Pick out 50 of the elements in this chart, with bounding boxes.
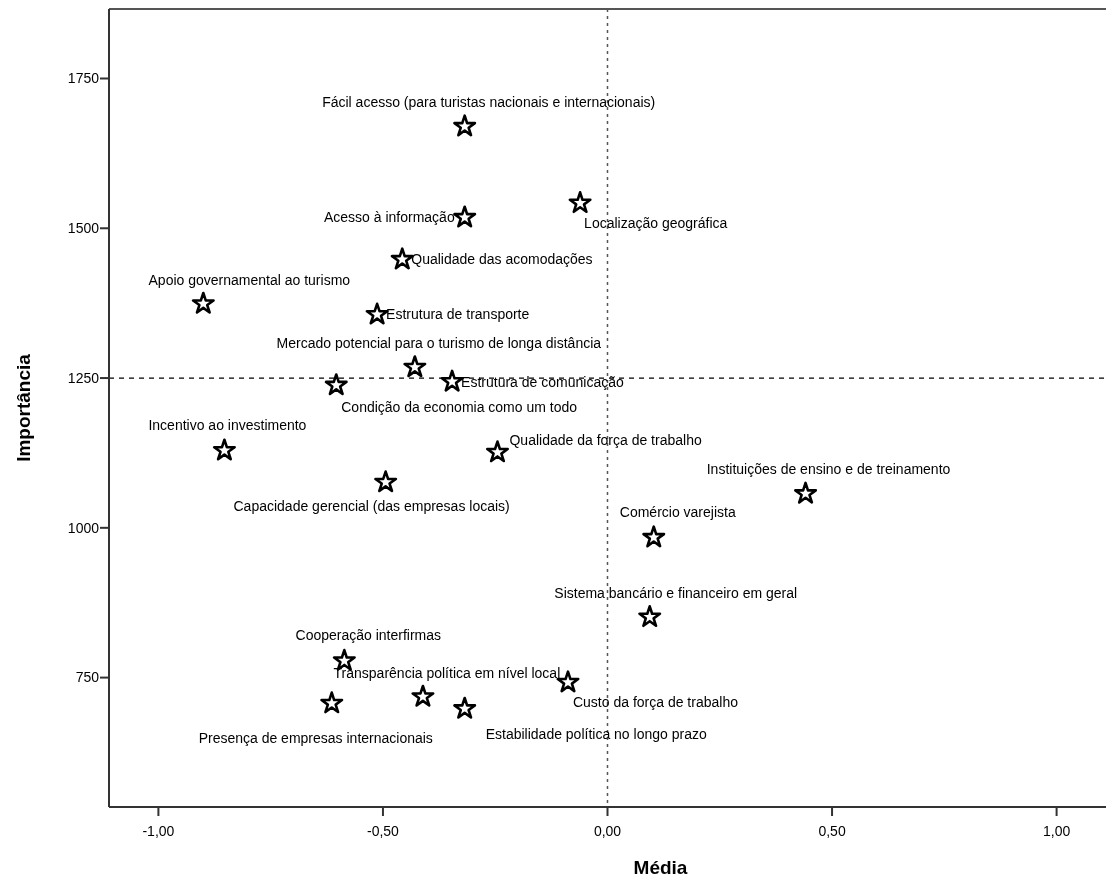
data-label: Instituições de ensino e de treinamento bbox=[706, 460, 951, 477]
point bbox=[411, 684, 435, 707]
data-label: Condição da economia como um todo bbox=[341, 399, 578, 416]
point bbox=[453, 205, 477, 228]
point bbox=[568, 191, 592, 214]
point bbox=[324, 373, 348, 396]
point bbox=[320, 691, 344, 714]
x-tick-label: 0,50 bbox=[818, 823, 846, 839]
x-tick-label: 1,00 bbox=[1042, 823, 1071, 839]
point bbox=[191, 291, 215, 314]
point bbox=[485, 440, 510, 463]
data-label: Incentivo ao investimento bbox=[148, 417, 307, 434]
data-label: Comércio varejista bbox=[619, 504, 736, 521]
data-label: Presença de empresas internacionais bbox=[198, 730, 433, 747]
data-label: Qualidade da força de trabalho bbox=[509, 432, 702, 449]
data-label: Custo da força de trabalho bbox=[572, 694, 739, 711]
point bbox=[374, 470, 398, 493]
data-label: Cooperação interfirmas bbox=[295, 626, 442, 643]
data-label: Acesso à informação bbox=[323, 209, 455, 226]
point bbox=[453, 696, 477, 719]
data-label: Qualidade das acomodações bbox=[411, 251, 593, 268]
data-label: Sistema bancário e financeiro em geral bbox=[554, 584, 798, 601]
point bbox=[453, 114, 477, 137]
point bbox=[440, 369, 464, 392]
data-label: Transparência política em nível local bbox=[333, 664, 561, 681]
point bbox=[794, 481, 818, 504]
y-tick-label: 750 bbox=[75, 669, 100, 686]
point bbox=[642, 525, 666, 548]
data-label: Fácil acesso (para turistas nacionais e internacionais) bbox=[322, 94, 656, 111]
data-label: Estrutura de transporte bbox=[386, 306, 530, 323]
point bbox=[638, 605, 662, 628]
point bbox=[403, 355, 427, 378]
data-label: Estabilidade política no longo prazo bbox=[485, 725, 707, 742]
data-label: Estrutura de comunicação bbox=[461, 373, 624, 390]
point bbox=[365, 302, 389, 325]
data-label: Localização geográfica bbox=[584, 215, 728, 232]
y-axis-title: Importância bbox=[13, 353, 34, 462]
point bbox=[212, 438, 236, 461]
y-tick-label: 1250 bbox=[67, 369, 100, 386]
y-tick-label: 1000 bbox=[67, 519, 100, 536]
x-axis-title: Média bbox=[633, 857, 688, 878]
data-label: Capacidade gerencial (das empresas locais) bbox=[233, 498, 510, 515]
x-tick-label: -0,50 bbox=[366, 823, 400, 839]
point bbox=[390, 247, 414, 270]
data-label: Mercado potencial para o turismo de longa distância bbox=[276, 335, 602, 352]
x-tick-label: -1,00 bbox=[142, 823, 175, 839]
y-tick-label: 1750 bbox=[67, 70, 100, 87]
x-tick-label: 0,00 bbox=[593, 823, 622, 839]
data-label: Apoio governamental ao turismo bbox=[148, 271, 351, 288]
y-tick-label: 1500 bbox=[67, 220, 100, 237]
